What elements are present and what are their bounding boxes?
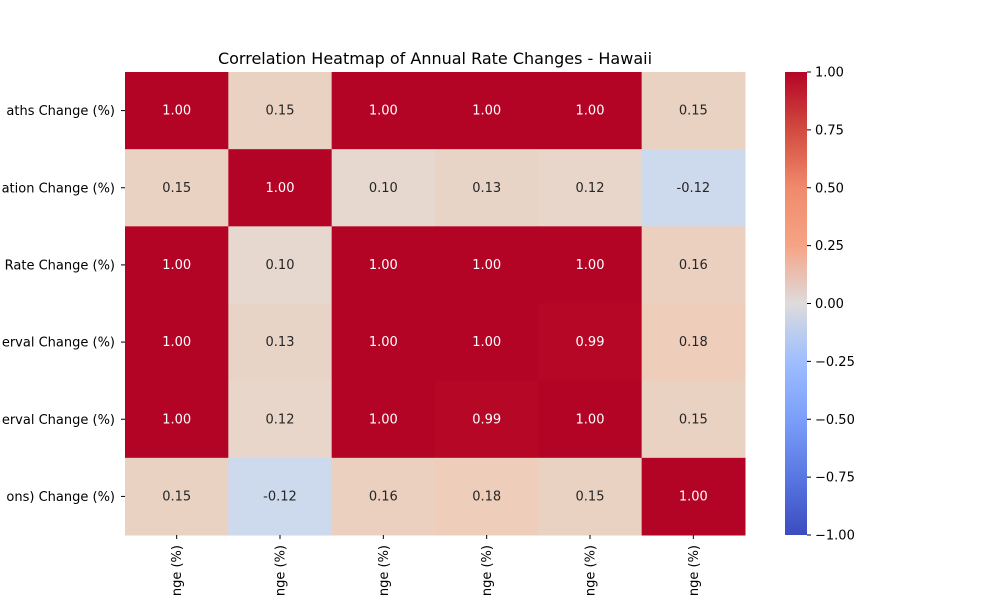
cell-value-label: 0.15 [576,489,605,504]
column-label: nge (%) [377,545,392,596]
column-label: nge (%) [480,545,495,596]
column-label: nge (%) [274,545,289,596]
heatmap-cell [125,226,229,304]
cell-value-label: 0.12 [266,412,295,427]
cell-value-label: 0.16 [369,489,398,504]
cell-value-label: 0.15 [679,412,708,427]
cell-value-label: 1.00 [472,258,501,273]
heatmap-cell [641,457,746,536]
heatmap-cell [641,72,746,150]
cell-value-label: -0.12 [263,489,297,504]
colorbar-tick-label: 0.75 [815,123,844,138]
heatmap-cell [228,303,333,382]
heatmap-cell [538,226,643,304]
heatmap-cell [331,72,436,150]
column-label: nge (%) [687,545,702,596]
heatmap-cell [538,380,643,459]
colorbar-tick-label: 0.50 [815,181,844,196]
cell-value-label: 0.13 [266,335,295,350]
heatmap-cell [331,457,436,536]
chart-title: Correlation Heatmap of Annual Rate Chang… [218,49,652,68]
cell-value-label: 1.00 [369,258,398,273]
cell-value-label: 1.00 [576,412,605,427]
heatmap-cell [538,72,643,150]
cell-value-label: 1.00 [266,181,295,196]
heatmap-cell [435,457,539,536]
colorbar [785,72,807,535]
colorbar-tick-label: 1.00 [815,66,844,81]
row-label: Rate Change (%) [5,258,115,273]
column-label: nge (%) [584,545,599,596]
cell-value-label: -0.12 [677,181,711,196]
colorbar-tick-label: 0.00 [815,297,844,312]
heatmap-cell [435,303,539,382]
row-label: aths Change (%) [6,104,115,119]
heatmap-cell [331,380,436,459]
colorbar-tick-label: 0.25 [815,239,844,254]
heatmap-cell [641,303,746,382]
cell-value-label: 1.00 [369,335,398,350]
heatmap-cell [228,380,333,459]
heatmap-cell [435,226,539,304]
cell-value-label: 0.15 [162,489,191,504]
heatmap-cell [125,457,229,536]
heatmap-cell [125,149,229,227]
heatmap-cell [538,149,643,227]
column-label: nge (%) [170,545,185,596]
row-label: ons) Change (%) [6,490,115,505]
heatmap-cell [331,149,436,227]
heatmap-cell [228,149,333,227]
row-label: erval Change (%) [2,336,115,351]
cell-value-label: 0.15 [162,181,191,196]
colorbar-tick-label: −0.50 [815,413,855,428]
cell-value-label: 0.18 [472,489,501,504]
heatmap-cell [228,72,333,150]
cell-value-label: 1.00 [162,335,191,350]
row-label: erval Change (%) [2,413,115,428]
cell-value-label: 1.00 [162,104,191,119]
cell-value-label: 0.16 [679,258,708,273]
colorbar-tick-label: −1.00 [815,529,855,544]
cell-value-label: 0.15 [266,104,295,119]
heatmap-cell [125,72,229,150]
cell-value-label: 0.10 [266,258,295,273]
cell-value-label: 1.00 [162,258,191,273]
cell-value-label: 1.00 [472,104,501,119]
heatmap-cell [125,380,229,459]
heatmap-cell [331,303,436,382]
cell-value-label: 1.00 [369,412,398,427]
row-label: ation Change (%) [2,181,115,196]
cell-value-label: 1.00 [679,489,708,504]
cell-value-label: 0.10 [369,181,398,196]
heatmap-cell [641,226,746,304]
cell-value-label: 0.13 [472,181,501,196]
colorbar-tick-label: −0.75 [815,471,855,486]
cell-value-label: 1.00 [472,335,501,350]
cell-value-label: 1.00 [576,258,605,273]
cell-value-label: 0.99 [576,335,605,350]
cell-value-label: 1.00 [576,104,605,119]
heatmap-cell [641,380,746,459]
heatmap-cell [435,149,539,227]
cell-value-label: 1.00 [162,412,191,427]
heatmap-cell [435,72,539,150]
heatmap-cell [538,457,643,536]
colorbar-tick-label: −0.25 [815,355,855,370]
heatmap-cell [538,303,643,382]
heatmap-cell [125,303,229,382]
cell-value-label: 0.12 [576,181,605,196]
heatmap-cell [228,457,333,536]
heatmap-cell [228,226,333,304]
heatmap-cell [641,149,746,227]
cell-value-label: 0.15 [679,104,708,119]
heatmap-cell [331,226,436,304]
cell-value-label: 1.00 [369,104,398,119]
cell-value-label: 0.99 [472,412,501,427]
cell-value-label: 0.18 [679,335,708,350]
heatmap-cell [435,380,539,459]
